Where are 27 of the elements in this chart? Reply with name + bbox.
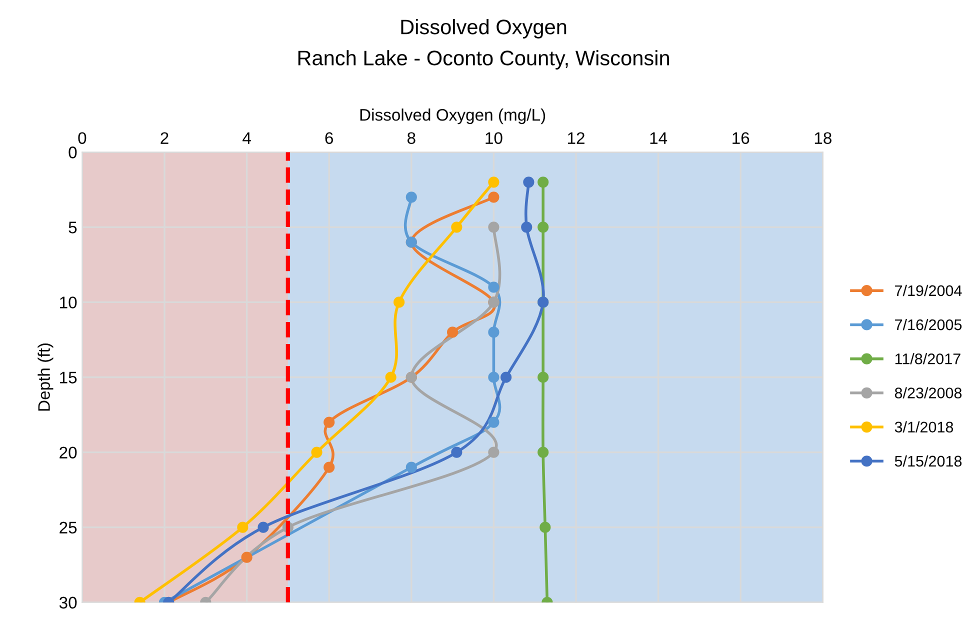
x-tick-label: 4 <box>242 132 251 144</box>
y-tick-label: 25 <box>60 522 77 534</box>
y-axis-title: Depth (ft) <box>38 344 54 411</box>
x-axis-title: Dissolved Oxygen (mg/L) <box>360 108 546 124</box>
y-tick-label: 30 <box>59 596 77 609</box>
y-tick-label: 5 <box>68 222 77 234</box>
x-tick-label: 18 <box>814 132 832 144</box>
legend-label: 8/23/2008 <box>894 387 962 398</box>
legend-label: 3/1/2018 <box>894 421 954 433</box>
x-tick-label: 0 <box>78 132 86 144</box>
chart-subtitle: Ranch Lake - Oconto County, Wisconsin <box>298 50 669 70</box>
x-tick-label: 8 <box>407 132 416 144</box>
legend-label: 7/19/2004 <box>895 284 962 296</box>
y-tick-label: 20 <box>60 446 77 458</box>
y-tick-label: 10 <box>60 296 77 308</box>
legend-label: 11/8/2017 <box>895 353 960 364</box>
x-tick-label: 10 <box>486 132 502 144</box>
legend-label: 7/16/2005 <box>895 318 962 330</box>
x-tick-label: 6 <box>325 132 334 144</box>
x-tick-label: 12 <box>568 132 584 144</box>
y-tick-label: 15 <box>60 372 77 384</box>
x-tick-label: 2 <box>160 132 168 144</box>
x-tick-label: 14 <box>650 132 668 144</box>
y-tick-label: 0 <box>68 146 77 158</box>
legend-label: 5/15/2018 <box>894 455 962 467</box>
chart-title: Dissolved Oxygen <box>401 19 566 38</box>
x-tick-label: 16 <box>732 132 750 144</box>
